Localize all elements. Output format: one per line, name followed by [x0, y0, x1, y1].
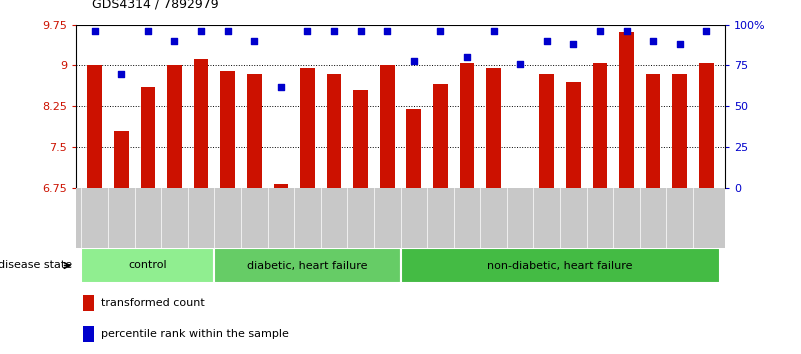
- Point: [195, 28, 207, 34]
- Bar: [513, 193, 528, 354]
- Point: [646, 38, 659, 44]
- Text: GDS4314 / 7892979: GDS4314 / 7892979: [92, 0, 219, 11]
- Bar: [194, 59, 208, 354]
- Bar: [83, 295, 95, 311]
- Point: [461, 55, 473, 60]
- Bar: [82, 248, 215, 283]
- Bar: [167, 65, 182, 354]
- Bar: [247, 74, 262, 354]
- Bar: [114, 131, 129, 354]
- Point: [541, 38, 553, 44]
- Bar: [215, 248, 400, 283]
- Bar: [400, 248, 719, 283]
- Bar: [220, 71, 235, 354]
- Bar: [699, 63, 714, 354]
- Bar: [593, 63, 607, 354]
- Point: [620, 28, 633, 34]
- Bar: [433, 85, 448, 354]
- Point: [487, 28, 500, 34]
- Bar: [273, 184, 288, 354]
- Bar: [353, 90, 368, 354]
- Point: [168, 38, 181, 44]
- Text: percentile rank within the sample: percentile rank within the sample: [101, 329, 288, 339]
- Point: [594, 28, 606, 34]
- Point: [88, 28, 101, 34]
- Text: disease state: disease state: [0, 261, 72, 270]
- Bar: [83, 326, 95, 342]
- Bar: [87, 65, 102, 354]
- Point: [380, 28, 393, 34]
- Point: [275, 84, 288, 90]
- Bar: [566, 82, 581, 354]
- Bar: [380, 65, 395, 354]
- Point: [674, 41, 686, 47]
- Point: [408, 58, 421, 63]
- Bar: [460, 63, 474, 354]
- Bar: [406, 109, 421, 354]
- Point: [567, 41, 580, 47]
- Point: [142, 28, 155, 34]
- Bar: [327, 74, 341, 354]
- Point: [115, 71, 127, 76]
- Point: [700, 28, 713, 34]
- Text: transformed count: transformed count: [101, 298, 204, 308]
- Point: [328, 28, 340, 34]
- Bar: [619, 32, 634, 354]
- Point: [354, 28, 367, 34]
- Text: non-diabetic, heart failure: non-diabetic, heart failure: [487, 261, 633, 270]
- Bar: [646, 74, 660, 354]
- Text: control: control: [129, 261, 167, 270]
- Text: diabetic, heart failure: diabetic, heart failure: [248, 261, 368, 270]
- Bar: [300, 68, 315, 354]
- Point: [434, 28, 447, 34]
- Point: [221, 28, 234, 34]
- Bar: [486, 68, 501, 354]
- Point: [301, 28, 314, 34]
- Bar: [672, 74, 687, 354]
- Point: [513, 61, 526, 67]
- Bar: [539, 74, 554, 354]
- Bar: [141, 87, 155, 354]
- Point: [248, 38, 260, 44]
